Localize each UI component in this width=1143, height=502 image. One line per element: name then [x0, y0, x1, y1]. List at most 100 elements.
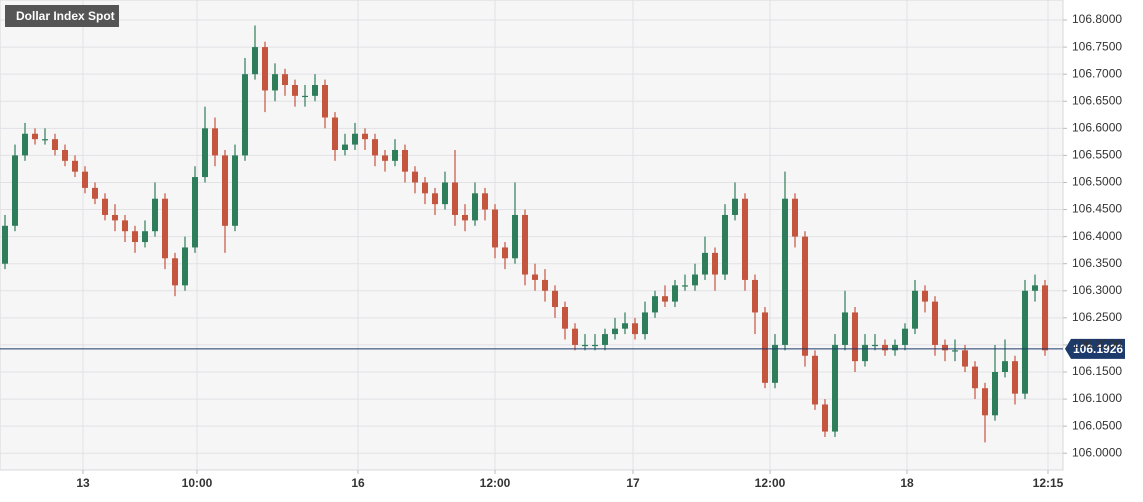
- candle-body: [672, 285, 678, 302]
- candle-body: [502, 247, 508, 259]
- candles: [2, 25, 1048, 443]
- candle-body: [2, 225, 8, 264]
- candle-body: [142, 231, 148, 243]
- candle-body: [152, 198, 158, 232]
- candle-body: [922, 290, 928, 302]
- candle-body: [1032, 285, 1038, 291]
- candle-body: [382, 155, 388, 161]
- y-tick-label: 106.4500: [1072, 202, 1122, 216]
- candle-body: [462, 214, 468, 221]
- candle-body: [972, 366, 978, 389]
- candle-body: [552, 290, 558, 308]
- candle-body: [292, 85, 298, 96]
- candle-body: [82, 171, 88, 188]
- candle-body: [902, 328, 908, 345]
- candle-body: [242, 74, 248, 156]
- candle-body: [342, 144, 348, 150]
- candle-body: [982, 388, 988, 416]
- candle-body: [42, 139, 48, 141]
- candle-body: [52, 139, 58, 150]
- overlay: 106.1926: [0, 338, 1125, 359]
- candle-body: [822, 404, 828, 432]
- candle-body: [912, 290, 918, 329]
- candle-body: [522, 214, 528, 275]
- y-tick-label: 106.3000: [1072, 283, 1122, 297]
- candle-body: [602, 334, 608, 345]
- candle-body: [482, 193, 488, 210]
- candle-body: [802, 236, 808, 356]
- y-tick-label: 106.7500: [1072, 39, 1122, 53]
- candle-body: [792, 198, 798, 237]
- candle-body: [1012, 361, 1018, 394]
- candle-body: [752, 279, 758, 313]
- candle-body: [102, 198, 108, 215]
- candle-body: [132, 231, 138, 243]
- y-tick-label: 106.0000: [1072, 445, 1122, 459]
- candle-body: [622, 323, 628, 329]
- candle-body: [392, 149, 398, 161]
- candle-body: [62, 149, 68, 161]
- candle-body: [992, 371, 998, 416]
- candle-body: [302, 95, 308, 98]
- last-price-box: [1065, 338, 1125, 359]
- candle-body: [962, 350, 968, 367]
- last-price-label: 106.1926: [1073, 342, 1123, 356]
- candle-body: [582, 344, 588, 347]
- y-tick-label: 106.1500: [1072, 364, 1122, 378]
- candle-body: [182, 247, 188, 286]
- candle-body: [362, 133, 368, 140]
- candle-body: [282, 74, 288, 86]
- candle-body: [692, 274, 698, 286]
- x-tick-label: 13: [76, 476, 90, 490]
- candle-body: [662, 296, 668, 302]
- candle-body: [782, 198, 788, 345]
- candle-body: [172, 258, 178, 286]
- candle-body: [272, 74, 278, 91]
- candle-body: [742, 198, 748, 280]
- candle-body: [812, 355, 818, 405]
- y-tick-label: 106.2000: [1072, 337, 1122, 351]
- candle-body: [72, 160, 78, 172]
- candle-body: [432, 193, 438, 205]
- candle-body: [402, 149, 408, 172]
- y-tick-label: 106.2500: [1072, 310, 1122, 324]
- candle-body: [612, 328, 618, 335]
- candle-body: [352, 133, 358, 145]
- x-tick-label: 18: [900, 476, 914, 490]
- candle-body: [492, 209, 498, 248]
- y-tick-label: 106.4000: [1072, 229, 1122, 243]
- candle-body: [642, 312, 648, 335]
- y-tick-label: 106.7000: [1072, 66, 1122, 80]
- candle-body: [722, 214, 728, 275]
- candle-body: [222, 155, 228, 226]
- y-tick-label: 106.5500: [1072, 148, 1122, 162]
- candle-body: [852, 312, 858, 362]
- candle-body: [872, 344, 878, 347]
- candle-body: [632, 323, 638, 335]
- candle-body: [372, 139, 378, 156]
- x-tick-label: 17: [626, 476, 640, 490]
- y-tick-label: 106.3500: [1072, 256, 1122, 270]
- y-tick-label: 106.5000: [1072, 175, 1122, 189]
- candle-body: [842, 312, 848, 345]
- candle-body: [22, 133, 28, 156]
- candle-body: [122, 220, 128, 232]
- candle-body: [412, 171, 418, 183]
- x-tick-label: 10:00: [182, 476, 213, 490]
- candle-body: [212, 128, 218, 156]
- candle-body: [92, 187, 98, 199]
- x-tick-label: 12:15: [1033, 476, 1064, 490]
- candle-body: [932, 301, 938, 345]
- plot-area: [0, 0, 1064, 471]
- candle-body: [322, 85, 328, 118]
- candle-body: [572, 328, 578, 345]
- candle-body: [422, 182, 428, 194]
- candle-body: [592, 344, 598, 347]
- candle-body: [542, 279, 548, 291]
- candle-body: [232, 155, 238, 226]
- candle-body: [32, 133, 38, 140]
- candle-body: [262, 47, 268, 91]
- candle-body: [252, 47, 258, 75]
